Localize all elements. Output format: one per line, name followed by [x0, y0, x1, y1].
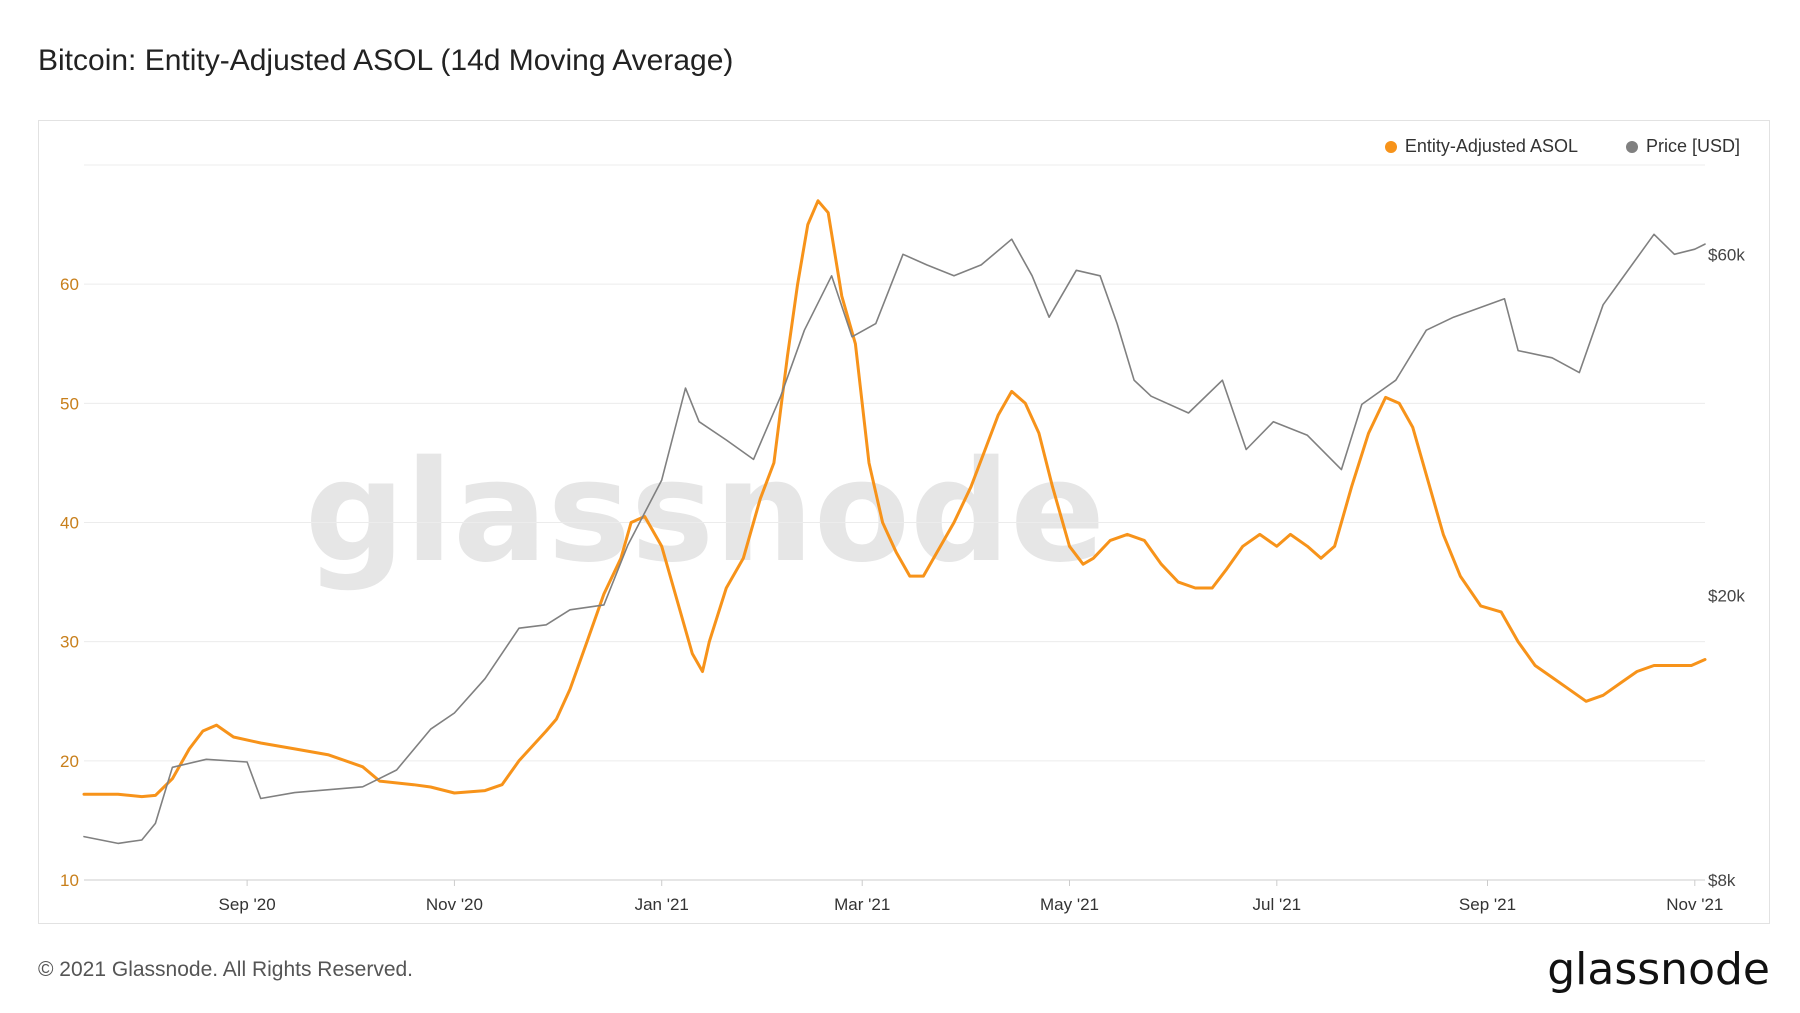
right-axis-tick-label: $60k — [1708, 245, 1745, 264]
x-axis-tick-label: Sep '20 — [219, 895, 276, 914]
left-axis-tick-label: 10 — [60, 871, 79, 890]
page-title: Bitcoin: Entity-Adjusted ASOL (14d Movin… — [38, 44, 734, 77]
legend-label-price: Price [USD] — [1645, 136, 1740, 156]
left-axis-tick-label: 40 — [60, 514, 79, 533]
x-axis-tick-label: Nov '20 — [426, 895, 483, 914]
x-axis-tick-label: Mar '21 — [834, 895, 890, 914]
series-line-price — [83, 233, 1706, 845]
legend-item-price[interactable]: Price [USD] — [1625, 136, 1740, 157]
legend-dot-price-icon — [1625, 140, 1638, 153]
x-axis-tick-label: Nov '21 — [1666, 895, 1723, 914]
footer-logo[interactable]: glassnode — [1547, 944, 1770, 995]
left-axis-tick-label: 60 — [60, 275, 79, 294]
right-axis-tick-label: $20k — [1708, 586, 1745, 605]
legend-dot-asol-icon — [1384, 140, 1397, 153]
x-axis: Sep '20 Nov '20 Jan '21 Mar '21 May '21 Jul '… — [84, 879, 1723, 914]
x-axis-tick-label: Jul '21 — [1253, 895, 1302, 914]
left-axis-tick-label: 30 — [60, 633, 79, 652]
chart-legend: Entity-Adjusted ASOL Price [USD] — [1384, 136, 1740, 157]
left-axis: 10 20 30 40 50 60 — [60, 275, 79, 890]
legend-label-asol: Entity-Adjusted ASOL — [1404, 136, 1578, 156]
x-axis-tick-label: Jan '21 — [635, 895, 689, 914]
left-axis-tick-label: 50 — [60, 394, 79, 413]
series-line-asol — [82, 199, 1707, 799]
right-axis-tick-label: $8k — [1708, 871, 1736, 890]
series-layer — [82, 199, 1707, 845]
legend-item-asol[interactable]: Entity-Adjusted ASOL — [1384, 136, 1578, 157]
grid-layer — [84, 164, 1705, 881]
x-axis-tick-label: May '21 — [1040, 895, 1099, 914]
x-axis-tick-label: Sep '21 — [1459, 895, 1516, 914]
left-axis-tick-label: 20 — [60, 752, 79, 771]
right-axis: $8k $20k $60k — [1708, 245, 1745, 890]
watermark: glassnode — [305, 431, 1105, 594]
footer-copyright: © 2021 Glassnode. All Rights Reserved. — [38, 958, 414, 981]
